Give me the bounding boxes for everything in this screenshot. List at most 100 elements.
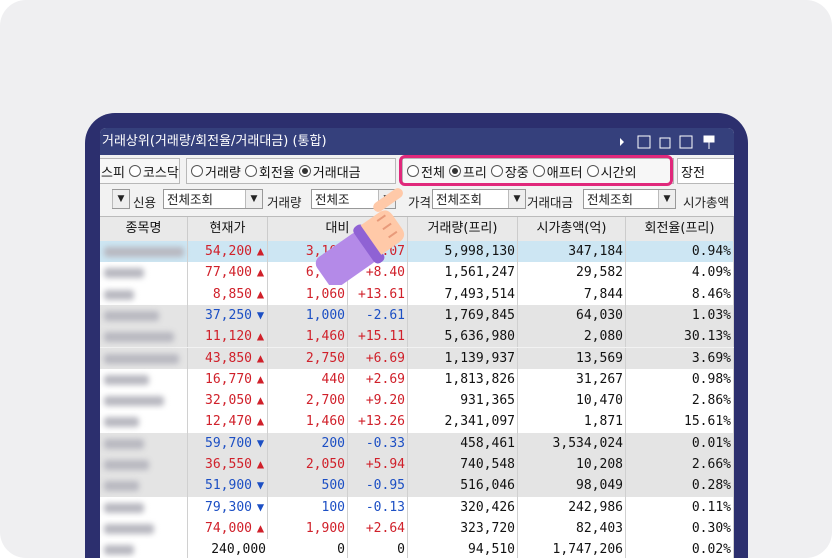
market-cap: 82,403 (518, 517, 626, 540)
direction-arrow: ▼ (254, 432, 268, 454)
stock-name-blurred (100, 411, 188, 433)
volume: 1,561,247 (408, 262, 518, 284)
window-controls (620, 135, 715, 149)
direction-arrow: ▼ (254, 496, 268, 518)
table-row[interactable]: 59,700 ▼ 200 -0.33 458,461 3,534,024 0.01% (100, 432, 734, 454)
title-bar: 거래상위(거래량/회전율/거래대금) (통합) (100, 128, 734, 155)
filter-select[interactable]: 전체조회 ▼ (163, 189, 263, 209)
turnover: 0.02% (626, 539, 734, 558)
table-row[interactable]: 74,000 ▲ 1,900 +2.64 323,720 82,403 0.30% (100, 517, 734, 540)
stock-name-blurred (100, 496, 188, 518)
radio-label: 프리 (462, 165, 487, 181)
radio-group: 스피 코스닥 (100, 158, 180, 184)
stock-name-blurred (100, 432, 188, 454)
volume: 931,365 (408, 390, 518, 412)
column-header: 종목명 (100, 217, 188, 241)
table-row[interactable]: 240,000 0 0 94,510 1,747,206 0.02% (100, 539, 734, 558)
session-select[interactable]: 장전 (677, 158, 734, 184)
table-row[interactable]: 32,050 ▲ 2,700 +9.20 931,365 10,470 2.86% (100, 390, 734, 412)
dropdown-arrow: ▼ (245, 190, 262, 208)
market-cap: 31,267 (518, 368, 626, 391)
price: 11,120 (205, 329, 252, 345)
pointing-hand (315, 188, 405, 285)
radio-option[interactable]: 코스닥 (128, 162, 179, 181)
radio-option[interactable]: 거래량 (191, 162, 241, 181)
price: 77,400 (205, 265, 252, 281)
volume: 7,493,514 (408, 283, 518, 305)
turnover: 30.13% (626, 326, 734, 348)
filter-label: 신용 (133, 195, 157, 210)
change: 1,060 (268, 283, 348, 305)
table-row[interactable]: 11,120 ▲ 1,460 +15.11 5,636,980 2,080 30.13% (100, 326, 734, 348)
change-rate: +6.69 (348, 347, 408, 369)
direction-arrow: ▲ (254, 241, 268, 263)
price: 16,770 (205, 371, 252, 387)
turnover: 0.01% (626, 432, 734, 454)
turnover: 1.03% (626, 304, 734, 327)
radio-option[interactable]: 장중 (490, 162, 529, 181)
volume: 458,461 (408, 432, 518, 454)
change-rate: -0.13 (348, 496, 408, 518)
price: 240,000 (211, 542, 266, 558)
stock-name-blurred (100, 347, 188, 369)
stock-name-blurred (100, 454, 188, 476)
price: 36,550 (205, 457, 252, 472)
turnover: 0.94% (626, 241, 734, 263)
stock-name-blurred (100, 539, 188, 558)
table-row[interactable]: 16,770 ▲ 440 +2.69 1,813,826 31,267 0.98% (100, 368, 734, 391)
radio-option[interactable]: 시간외 (586, 162, 637, 181)
table-row[interactable]: 12,470 ▲ 1,460 +13.26 2,341,097 1,871 15.61% (100, 411, 734, 433)
table-row[interactable]: 37,250 ▼ 1,000 -2.61 1,769,845 64,030 1.03% (100, 304, 734, 327)
radio-group: 전체 프리 장중 애프터 시간외 (402, 158, 674, 184)
radio-label: 애프터 (546, 165, 583, 181)
dropdown-arrow: ▼ (112, 190, 129, 208)
change: 100 (268, 496, 348, 518)
table-row[interactable]: 51,900 ▼ 500 -0.95 516,046 98,049 0.28% (100, 475, 734, 497)
dropdown-button: ▼ (112, 189, 130, 209)
blur-block (104, 396, 164, 407)
market-cap: 7,844 (518, 283, 626, 305)
table-row[interactable]: 8,850 ▲ 1,060 +13.61 7,493,514 7,844 8.46% (100, 283, 734, 305)
filter-value: 전체조회 (587, 192, 634, 207)
highlight-box (399, 155, 673, 186)
table-row[interactable]: 43,850 ▲ 2,750 +6.69 1,139,937 13,569 3.69% (100, 347, 734, 369)
direction-arrow: ▲ (254, 283, 268, 305)
radio-option[interactable]: 프리 (448, 162, 487, 181)
radio-option[interactable]: 거래대금 (298, 162, 361, 181)
radio-circle (298, 165, 311, 177)
radio-label: 회전율 (258, 165, 295, 181)
dropdown-arrow: ▼ (508, 190, 525, 208)
radio-option[interactable]: 애프터 (532, 162, 583, 181)
stock-name-blurred (100, 241, 188, 263)
change-rate: -2.61 (348, 304, 408, 327)
stock-name-blurred (100, 517, 188, 540)
filter-label: 거래량 (267, 195, 302, 210)
stock-name-blurred (100, 283, 188, 305)
turnover: 0.98% (626, 368, 734, 391)
table-row[interactable]: 79,300 ▼ 100 -0.13 320,426 242,986 0.11% (100, 496, 734, 518)
radio-option[interactable]: 회전율 (244, 162, 295, 181)
radio-option[interactable]: 전체 (407, 162, 445, 181)
blur-block (104, 310, 159, 321)
change-rate: +13.26 (348, 411, 408, 433)
price: 8,850 (212, 286, 252, 302)
radio-circle (407, 165, 419, 177)
table-row[interactable]: 36,550 ▲ 2,050 +5.94 740,548 10,208 2.66% (100, 454, 734, 476)
blur-block (104, 523, 154, 534)
market-cap: 242,986 (518, 496, 626, 518)
change: 200 (268, 432, 348, 454)
direction-arrow: ▲ (254, 326, 268, 348)
direction-arrow: ▲ (254, 454, 268, 476)
change-rate: -0.95 (348, 475, 408, 497)
filter-select[interactable]: 전체조회 ▼ (432, 189, 526, 209)
market-cap: 29,582 (518, 262, 626, 284)
radio-option[interactable]: 스피 (101, 162, 125, 181)
change: 1,460 (268, 411, 348, 433)
direction-arrow: ▼ (254, 475, 268, 497)
change-rate: 0 (348, 539, 408, 558)
change: 500 (268, 475, 348, 497)
filter-label: 시가총액 (683, 195, 730, 210)
filter-select[interactable]: 전체조회 ▼ (583, 189, 676, 209)
